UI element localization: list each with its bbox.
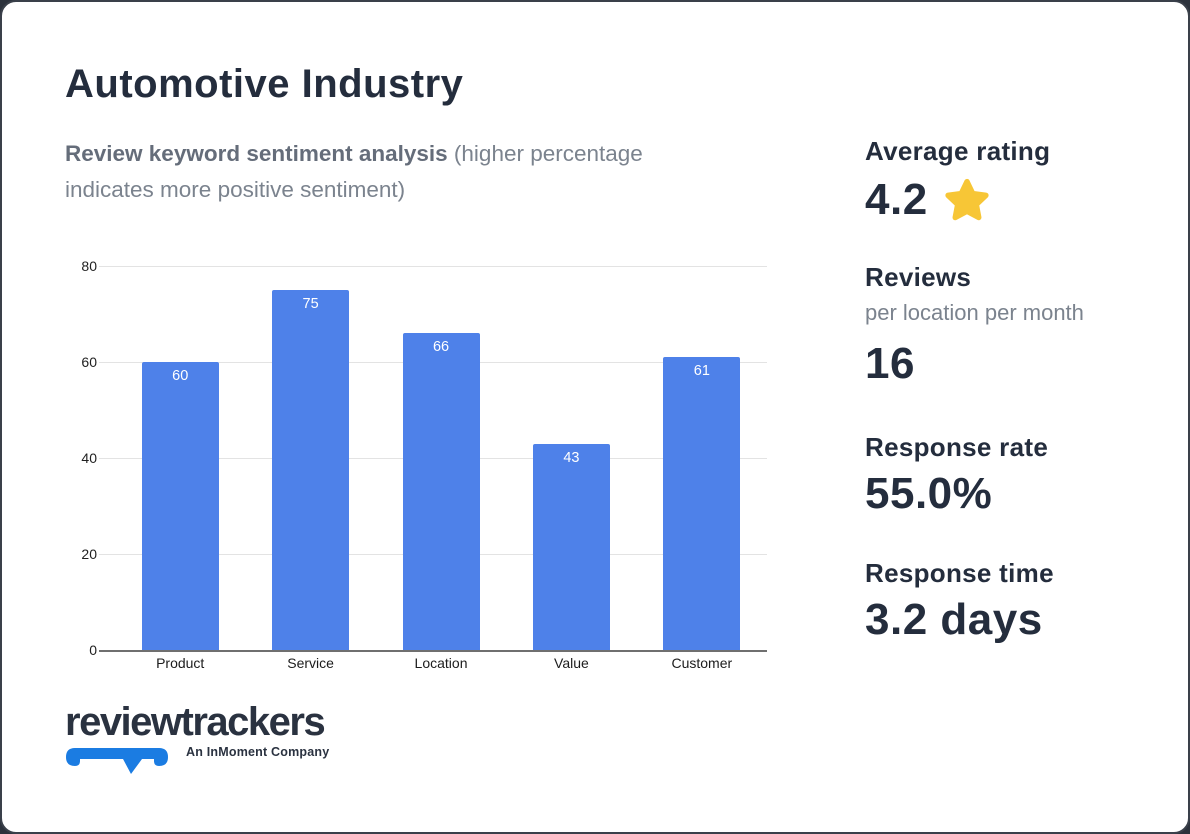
sentiment-bar-chart: 0 20 40 60 80 60 75 66 43 61 Product Service Locat… (65, 252, 767, 676)
y-tick-label: 60 (81, 354, 97, 370)
bar-value-label: 61 (693, 363, 710, 380)
bar-value-label: 43 (563, 449, 580, 466)
y-tick-label: 0 (89, 642, 97, 658)
x-axis-label: Service (287, 655, 334, 671)
stat-value-row: 4.2 (865, 176, 1050, 224)
x-axis-label: Customer (671, 655, 733, 671)
brand-tagline: An InMoment Company (186, 745, 330, 759)
x-axis-baseline (99, 650, 767, 652)
stat-value: 55.0% (865, 469, 993, 518)
stat-label: Response time (865, 558, 1054, 588)
y-tick-label: 20 (81, 546, 97, 562)
chart-subtitle-bold: Review keyword sentiment analysis (65, 141, 448, 166)
x-axis-label: Value (554, 655, 589, 671)
speech-bubble-icon (65, 747, 169, 780)
stat-sublabel: per location per month (865, 300, 1084, 325)
chart-subtitle-note: (higher percentage indicates more positi… (65, 141, 643, 202)
bar-value-label: 60 (172, 368, 189, 384)
bar-customer: 61 (663, 357, 741, 650)
chart-subtitle: Review keyword sentiment analysis (highe… (65, 136, 720, 208)
bar-service: 75 (272, 290, 350, 650)
stat-value: 3.2 days (865, 595, 1043, 644)
stat-response-time: Response time 3.2 days (865, 558, 1054, 644)
stat-response-rate: Response rate 55.0% (865, 432, 1048, 518)
stat-label: Response rate (865, 432, 1049, 462)
y-tick-label: 80 (81, 258, 97, 274)
x-axis: Product Service Location Value Customer (115, 655, 767, 671)
bar-value-label: 66 (432, 339, 450, 356)
bar-value-label: 75 (302, 296, 319, 312)
bar-product: 60 (141, 362, 219, 650)
page-title: Automotive Industry (65, 62, 464, 106)
bar-slot: 61 (637, 266, 767, 650)
brand-wordmark: reviewtrackers (65, 700, 326, 744)
bar-slot: 66 (376, 266, 506, 650)
bar-value: 43 (532, 443, 610, 650)
x-axis-label: Location (414, 655, 468, 671)
star-icon (944, 178, 990, 222)
stat-label: Reviews (865, 262, 972, 292)
bar-slot: 43 (506, 266, 636, 650)
stat-value: 4.2 (865, 175, 928, 224)
stat-average-rating: Average rating 4.2 (865, 136, 1050, 224)
chart-bars: 60 75 66 43 61 (115, 266, 767, 650)
bar-slot: 75 (245, 266, 375, 650)
y-tick-label: 40 (81, 450, 97, 466)
bar-location: 66 (402, 333, 480, 650)
gridline (99, 266, 767, 267)
bar-slot: 60 (115, 266, 245, 650)
stat-value: 16 (865, 339, 915, 388)
x-axis-label: Product (156, 655, 205, 671)
stat-reviews: Reviews per location per month 16 (865, 262, 1084, 388)
stat-label: Average rating (865, 136, 1051, 166)
